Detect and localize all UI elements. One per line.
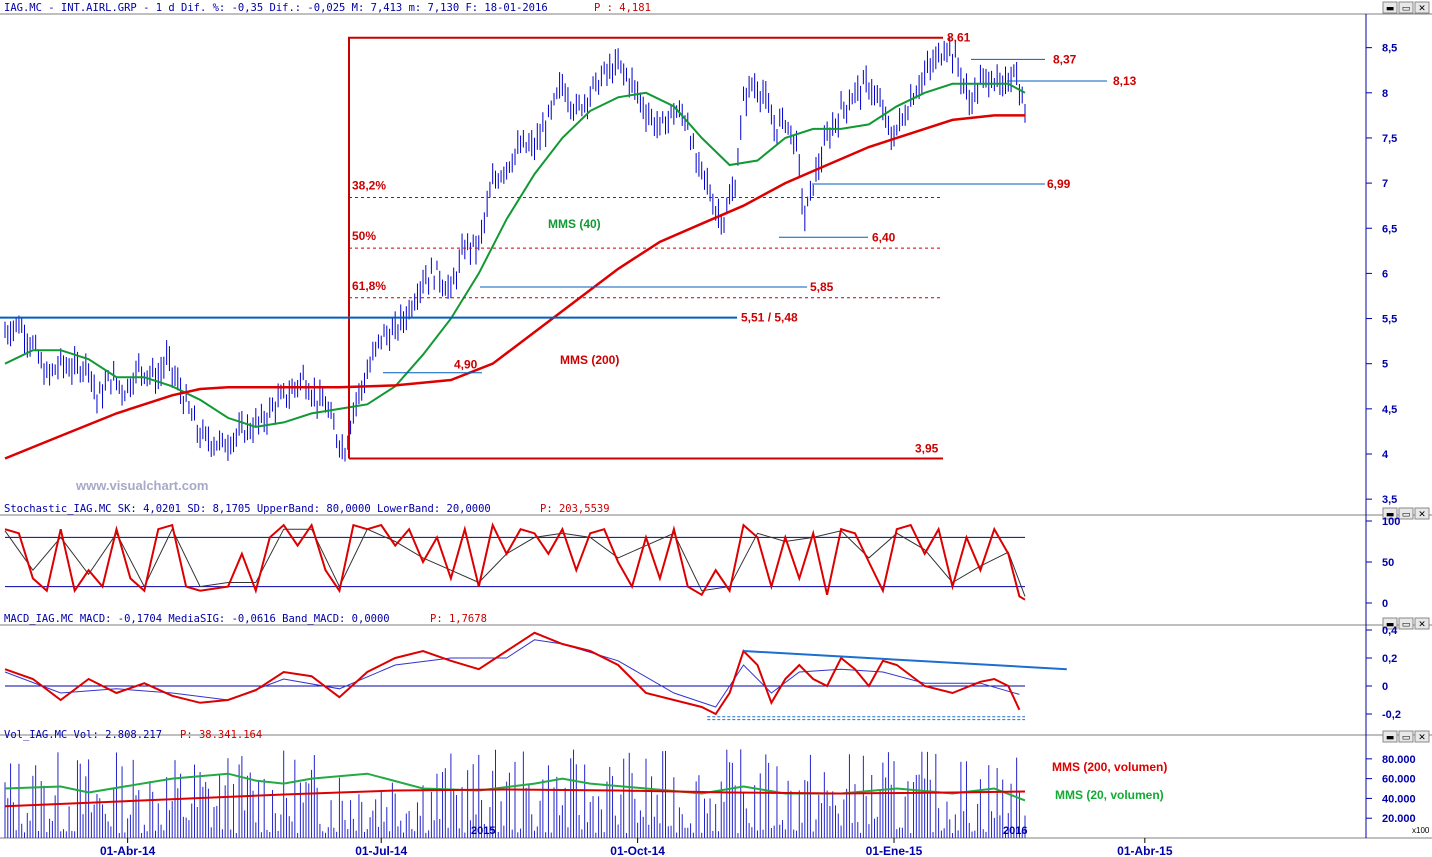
price-y-tick-label: 3,5 xyxy=(1382,494,1397,506)
vol-mms200-line xyxy=(4,788,1026,808)
price-header: IAG.MC - INT.AIRL.GRP - 1 d Dif. %: -0,3… xyxy=(4,2,548,14)
vol-mms20-label: MMS (20, volumen) xyxy=(1055,788,1164,802)
price-y-tick-label: 8 xyxy=(1382,88,1388,100)
window-button-icon: ▭ xyxy=(1402,510,1411,520)
level-label: 6,99 xyxy=(1047,177,1071,191)
vol-mms200-label: MMS (200, volumen) xyxy=(1052,760,1167,774)
price-panel: 3,5 4 4,5 5 5,5 6 6,5 7 7,5 8 8,5 38,2% 50% 61,8% 8,61… xyxy=(0,31,1397,506)
vol-y-tick-label: 20.000 xyxy=(1382,813,1416,825)
level-label: 6,40 xyxy=(872,230,896,244)
price-y-tick-label: 6 xyxy=(1382,268,1388,280)
window-button[interactable] xyxy=(1382,1,1398,14)
level-label: 3,95 xyxy=(915,442,939,456)
macd-y-tick-label: 0,2 xyxy=(1382,653,1397,665)
x-tick-label: 01-Abr-15 xyxy=(1117,844,1173,857)
mms40-label: MMS (40) xyxy=(548,217,601,231)
stoch-y-tick-label: 100 xyxy=(1382,516,1400,528)
window-button[interactable] xyxy=(1382,730,1398,743)
mms40-line xyxy=(4,82,1026,428)
level-label: 5,85 xyxy=(810,280,834,294)
volume-panel: 20.000 40.000 60.000 80.000 MMS (200, volume… xyxy=(4,749,1430,838)
fib-level-label: 61,8% xyxy=(352,279,386,293)
stochastic-header: Stochastic_IAG.MC SK: 4,0201 SD: 8,1705 … xyxy=(4,503,491,515)
x-tick-label: 01-Oct-14 xyxy=(610,844,665,857)
window-button-icon: ▬ xyxy=(1386,510,1395,520)
window-button-icon: ✕ xyxy=(1418,4,1426,14)
mms200-line xyxy=(4,114,1025,460)
price-y-tick-label: 7 xyxy=(1382,178,1388,190)
price-header-p: P : 4,181 xyxy=(594,2,651,14)
window-button-icon: ▭ xyxy=(1402,4,1411,14)
macd-y-tick-label: 0 xyxy=(1382,681,1388,693)
price-y-tick-label: 7,5 xyxy=(1382,133,1397,145)
fib-level-label: 50% xyxy=(352,229,376,243)
price-y-tick-label: 5 xyxy=(1382,359,1388,371)
macd-y-tick-label: -0,2 xyxy=(1382,709,1401,721)
level-label: 4,90 xyxy=(454,358,478,372)
x-tick-label: 01-Ene-15 xyxy=(866,844,923,857)
window-button-icon: ✕ xyxy=(1418,620,1426,630)
window-button-icon: ▬ xyxy=(1386,733,1395,743)
vol-y-tick-label: 60.000 xyxy=(1382,774,1416,786)
window-buttons: ▬ ▭ ✕ ▬ ▭ ✕ ▬ ▭ ✕ ▬ ▭ ✕ xyxy=(1382,1,1430,743)
stochastic-header-p: P: 203,5539 xyxy=(540,503,610,515)
volume-header-p: P: 38.341.164 xyxy=(180,729,262,741)
level-label: 8,61 xyxy=(947,31,971,45)
fib-level-label: 38,2% xyxy=(352,179,386,193)
window-button[interactable] xyxy=(1398,1,1414,14)
mms200-label: MMS (200) xyxy=(560,353,619,367)
stoch-y-tick-label: 0 xyxy=(1382,598,1388,610)
window-button-icon: ✕ xyxy=(1418,733,1426,743)
price-y-tick-label: 4 xyxy=(1382,449,1389,461)
level-label: 8,37 xyxy=(1053,52,1077,66)
stochastic-panel: 0 50 100 xyxy=(4,516,1400,610)
window-button[interactable] xyxy=(1398,507,1414,520)
macd-line xyxy=(4,631,1021,716)
stoch-y-tick-label: 50 xyxy=(1382,557,1394,569)
macd-panel: -0,2 0 0,2 0,4 xyxy=(4,625,1401,721)
window-button-icon: ✕ xyxy=(1418,510,1426,520)
year-2015-label: 2015 xyxy=(471,825,495,837)
price-y-tick-label: 6,5 xyxy=(1382,223,1397,235)
macd-header-p: P: 1,7678 xyxy=(430,613,487,625)
level-label: 5,51 / 5,48 xyxy=(741,311,798,325)
vol-mms20-line xyxy=(4,772,1026,802)
vol-y-tick-label: 40.000 xyxy=(1382,793,1416,805)
window-button-icon: ▬ xyxy=(1386,4,1395,14)
year-2016-label: 2016 xyxy=(1003,825,1027,837)
price-y-tick-label: 5,5 xyxy=(1382,314,1397,326)
x100-unit-label: x100 xyxy=(1412,826,1430,835)
window-button[interactable] xyxy=(1398,617,1414,630)
window-button-icon: ▭ xyxy=(1402,620,1411,630)
window-button[interactable] xyxy=(1414,730,1430,743)
window-button[interactable] xyxy=(1414,507,1430,520)
window-button[interactable] xyxy=(1382,507,1398,520)
window-button[interactable] xyxy=(1414,617,1430,630)
window-button[interactable] xyxy=(1382,617,1398,630)
macd-trendline xyxy=(743,650,1067,671)
x-tick-label: 01-Jul-14 xyxy=(355,844,407,857)
watermark: www.visualchart.com xyxy=(75,478,208,493)
window-button[interactable] xyxy=(1414,1,1430,14)
x-axis: 01-Abr-14 01-Jul-14 01-Oct-14 01-Ene-15 01-A… xyxy=(100,838,1173,857)
window-button-icon: ▭ xyxy=(1402,733,1411,743)
window-button[interactable] xyxy=(1398,730,1414,743)
macd-y-tick-label: 0,4 xyxy=(1382,625,1398,637)
x-tick-label: 01-Abr-14 xyxy=(100,844,156,857)
stoch-sk-line xyxy=(4,522,1026,601)
window-button-icon: ▬ xyxy=(1386,620,1395,630)
volume-header: Vol_IAG.MC Vol: 2.808.217 xyxy=(4,729,162,741)
price-y-tick-label: 4,5 xyxy=(1382,404,1397,416)
price-y-tick-label: 8,5 xyxy=(1382,43,1397,55)
level-label: 8,13 xyxy=(1113,74,1137,88)
macd-header: MACD_IAG.MC MACD: -0,1704 MediaSIG: -0,0… xyxy=(4,613,390,625)
vol-y-tick-label: 80.000 xyxy=(1382,754,1416,766)
